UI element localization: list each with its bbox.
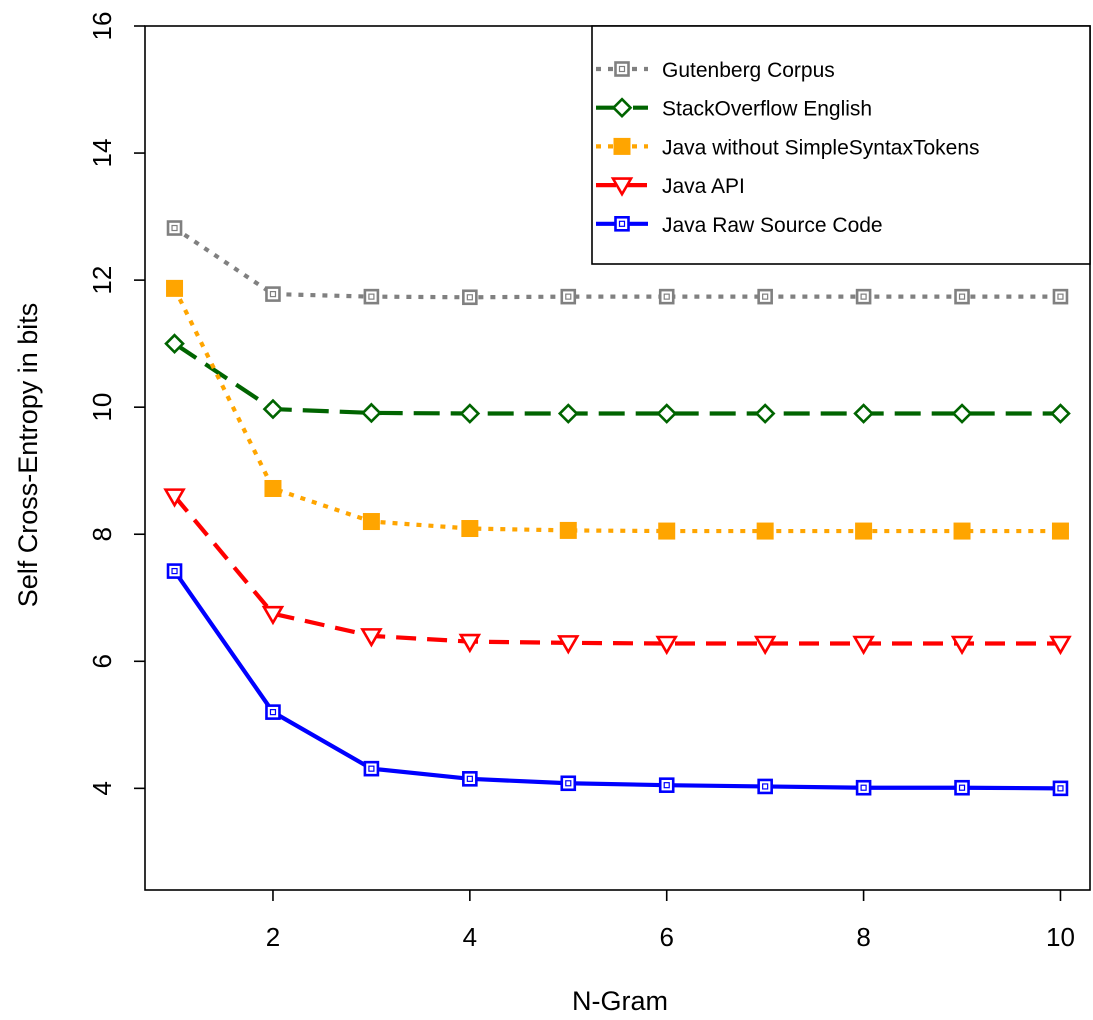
- legend-label: Java without SimpleSyntaxTokens: [662, 136, 980, 159]
- data-point: [262, 398, 284, 420]
- data-point: [265, 286, 281, 302]
- data-point: [166, 220, 183, 236]
- series-line: [172, 569, 1061, 791]
- data-point: [261, 605, 285, 626]
- legend-entry: Java without SimpleSyntaxTokens: [596, 136, 980, 159]
- y-axis-label: Self Cross-Entropy in bits: [13, 303, 43, 608]
- data-point: [950, 635, 974, 656]
- y-tick-label: 14: [87, 139, 117, 168]
- data-point: [757, 288, 773, 305]
- data-point: [658, 777, 675, 793]
- series-4: [163, 488, 1072, 656]
- legend: Gutenberg Corpus StackOverflow English Jav…: [591, 25, 1091, 265]
- data-point: [853, 403, 874, 424]
- data-point: [557, 635, 580, 655]
- data-point: [458, 633, 482, 654]
- data-point: [1052, 780, 1069, 797]
- data-point: [1050, 403, 1071, 424]
- series-3: [166, 279, 1069, 540]
- legend-label: Java API: [662, 175, 745, 198]
- x-axis: 2 4 6 8 10: [266, 890, 1075, 952]
- x-tick-label: 10: [1046, 922, 1075, 952]
- data-point: [461, 520, 479, 538]
- data-point: [166, 279, 184, 297]
- x-tick-label: 2: [266, 922, 280, 952]
- legend-marker: [614, 216, 630, 232]
- y-tick-label: 16: [87, 12, 117, 41]
- data-point: [363, 288, 380, 305]
- data-point: [163, 488, 186, 508]
- data-point: [1049, 635, 1072, 656]
- series-5: [166, 563, 1069, 797]
- data-point: [754, 403, 776, 424]
- legend-entry: Gutenberg Corpus: [596, 59, 835, 82]
- legend-entry: Java Raw Source Code: [596, 214, 883, 237]
- x-tick-label: 4: [463, 922, 477, 952]
- legend-marker: [610, 177, 634, 197]
- legend-entry: StackOverflow English: [596, 97, 872, 121]
- data-point: [362, 513, 380, 531]
- data-point: [953, 522, 971, 540]
- data-point: [559, 521, 577, 539]
- series-line: [172, 494, 1061, 646]
- data-point: [557, 403, 579, 424]
- legend-marker: [611, 97, 633, 119]
- y-axis: 4 6 8 10 12 14 16: [87, 12, 145, 796]
- data-point: [855, 522, 873, 540]
- x-tick-label: 6: [659, 922, 673, 952]
- data-point: [852, 635, 875, 656]
- legend-marker: [613, 137, 631, 155]
- data-point: [164, 333, 185, 354]
- legend-box: [591, 25, 1091, 265]
- series-line: [173, 226, 1061, 300]
- y-tick-label: 4: [87, 781, 117, 795]
- y-tick-label: 10: [87, 393, 117, 422]
- data-point: [1052, 288, 1069, 305]
- data-point: [658, 288, 675, 305]
- series-1: [166, 220, 1069, 306]
- legend-label: Java Raw Source Code: [662, 214, 883, 237]
- data-point: [954, 288, 970, 305]
- y-tick-label: 6: [87, 654, 117, 668]
- x-axis-label: N-Gram: [572, 986, 668, 1016]
- data-point: [560, 775, 577, 792]
- legend-label: Gutenberg Corpus: [662, 59, 835, 82]
- series-layer: [163, 220, 1072, 797]
- data-point: [855, 779, 872, 796]
- data-point: [855, 288, 872, 305]
- data-point: [166, 563, 183, 579]
- data-point: [655, 635, 678, 656]
- data-point: [757, 778, 773, 795]
- data-point: [265, 704, 281, 720]
- legend-marker: [614, 61, 630, 77]
- x-tick-label: 8: [856, 922, 870, 952]
- data-point: [658, 522, 676, 540]
- data-point: [951, 403, 973, 424]
- data-point: [361, 402, 382, 424]
- legend-label: StackOverflow English: [662, 98, 872, 121]
- series-2: [164, 333, 1071, 424]
- series-line: [172, 287, 1061, 534]
- y-tick-label: 12: [87, 266, 117, 295]
- data-point: [462, 771, 478, 787]
- data-point: [462, 289, 478, 306]
- data-point: [459, 403, 481, 424]
- data-point: [656, 403, 678, 424]
- data-point: [756, 522, 774, 540]
- data-point: [360, 628, 383, 648]
- legend-entry: Java API: [596, 175, 745, 198]
- series-line: [173, 341, 1061, 416]
- data-point: [1051, 522, 1069, 540]
- data-point: [560, 288, 577, 305]
- y-tick-label: 8: [87, 527, 117, 541]
- data-point: [264, 479, 282, 497]
- data-point: [753, 635, 777, 656]
- data-point: [363, 760, 380, 777]
- data-point: [954, 779, 970, 796]
